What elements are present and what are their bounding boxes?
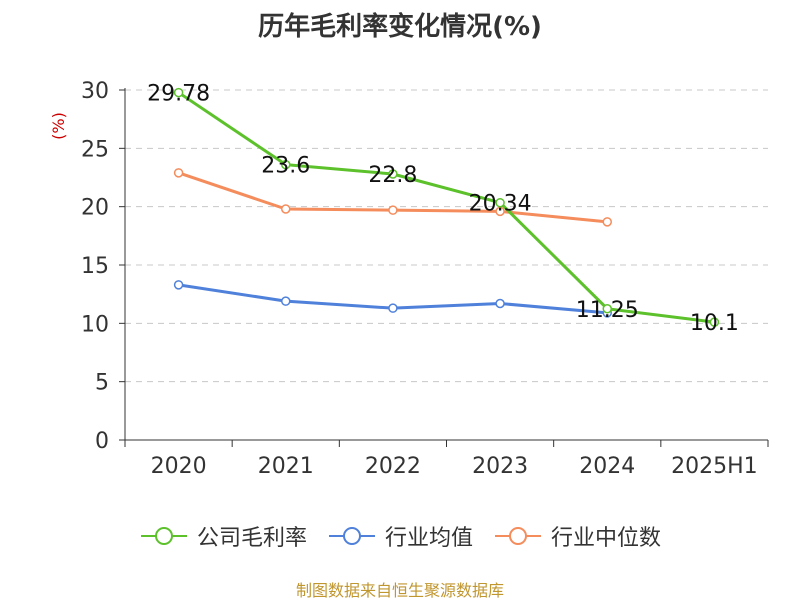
legend-label: 行业均值 — [384, 526, 473, 551]
legend-item: 行业均值 — [327, 520, 473, 552]
series-line — [177, 91, 715, 324]
data-label: 22.8 — [368, 163, 417, 188]
line-chart: 0 5 10 15 20 25 30 2020 2021 2022 2023 2024 2025H1 2… — [49, 79, 769, 479]
chart-legend: 公司毛利率 行业均值 行业中位数 — [0, 520, 800, 552]
data-label: 20.34 — [469, 192, 532, 217]
legend-swatch-icon — [328, 527, 375, 545]
x-tick-label: 2021 — [258, 454, 314, 479]
data-label: 11.25 — [576, 298, 639, 323]
data-point — [281, 204, 291, 214]
x-tick-label: 2025H1 — [671, 454, 758, 479]
x-tick-label: 2024 — [579, 454, 635, 479]
legend-label: 公司毛利率 — [196, 526, 307, 551]
y-tick-label: 5 — [95, 371, 109, 396]
data-point — [388, 205, 398, 215]
y-tick-label: 0 — [95, 429, 109, 454]
grid-lines — [125, 89, 768, 383]
x-tick-label: 2022 — [365, 454, 421, 479]
y-axis-label: (%) — [49, 112, 68, 140]
data-point — [602, 217, 612, 227]
source-footer: 制图数据来自恒生聚源数据库 — [295, 581, 504, 600]
legend-item: 行业中位数 — [493, 520, 661, 552]
data-point — [281, 296, 291, 306]
data-point — [388, 303, 398, 313]
data-point — [281, 159, 291, 170]
legend-swatch-icon — [140, 527, 187, 545]
data-label: 10.1 — [690, 311, 739, 336]
legend-label: 行业中位数 — [551, 526, 662, 551]
legend-item: 公司毛利率 — [139, 520, 307, 552]
series-points — [173, 87, 720, 327]
x-tick-label: 2020 — [151, 454, 207, 479]
data-point — [709, 317, 720, 327]
data-label: 29.78 — [147, 82, 210, 107]
data-point — [602, 304, 612, 314]
axes: 0 5 10 15 20 25 30 2020 2021 2022 2023 2024 2025H1 — [81, 79, 769, 479]
data-labels: 29.78 23.6 22.8 20.34 11.25 10.1 — [147, 82, 739, 337]
y-tick-label: 30 — [81, 79, 109, 104]
legend-swatch-icon — [495, 527, 541, 545]
y-tick-label: 25 — [81, 137, 109, 162]
y-tick-label: 10 — [81, 312, 109, 337]
data-point — [173, 87, 184, 98]
chart-title: 历年毛利率变化情况(%) — [258, 12, 542, 42]
data-point — [495, 298, 505, 309]
data-point — [388, 169, 398, 179]
data-point — [495, 197, 505, 208]
data-label: 23.6 — [261, 154, 310, 179]
data-point — [173, 280, 184, 290]
x-tick-label: 2023 — [472, 454, 528, 479]
data-point — [173, 168, 184, 178]
y-tick-label: 20 — [81, 196, 109, 221]
y-tick-label: 15 — [81, 254, 109, 279]
series-lines — [177, 91, 715, 324]
